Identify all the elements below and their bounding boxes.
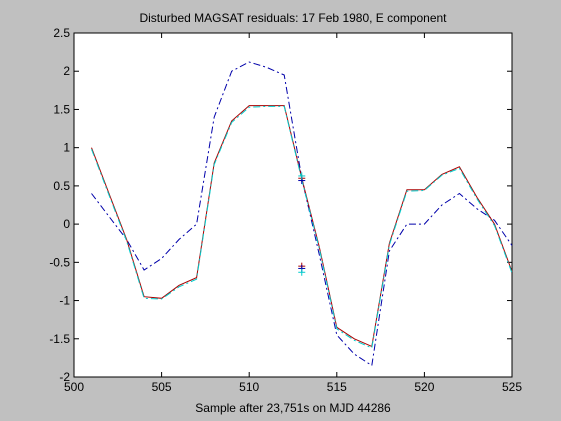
y-tick-label: -2 (59, 370, 70, 384)
y-tick-label: 2 (63, 64, 70, 78)
y-tick-label: 0.5 (53, 179, 70, 193)
y-tick-label: 2.5 (53, 26, 70, 40)
x-tick-label: 525 (502, 380, 522, 394)
y-tick-label: 1 (63, 141, 70, 155)
x-tick-label: 500 (64, 380, 84, 394)
marker-layer (298, 172, 306, 276)
y-tick-label: -1.5 (49, 332, 70, 346)
plus-marker (298, 268, 306, 276)
y-tick-label: 1.5 (53, 102, 70, 116)
x-tick-label: 510 (239, 380, 259, 394)
y-tick-label: -1 (59, 294, 70, 308)
plus-marker (298, 172, 306, 180)
chart-title: Disturbed MAGSAT residuals: 17 Feb 1980,… (139, 11, 447, 25)
x-tick-label: 505 (152, 380, 172, 394)
axes-background (73, 32, 513, 378)
y-tick-label: 0 (63, 217, 70, 231)
y-tick-label: -0.5 (49, 255, 70, 269)
x-axis-label: Sample after 23,751s on MJD 44286 (195, 401, 391, 415)
x-tick-label: 520 (414, 380, 434, 394)
axis-ticks: 500 505 510 515 520 525 -2 -1.5 -1 -0.5 0 0.5 1 1.5 2 2… (49, 26, 522, 394)
x-tick-label: 515 (327, 380, 347, 394)
